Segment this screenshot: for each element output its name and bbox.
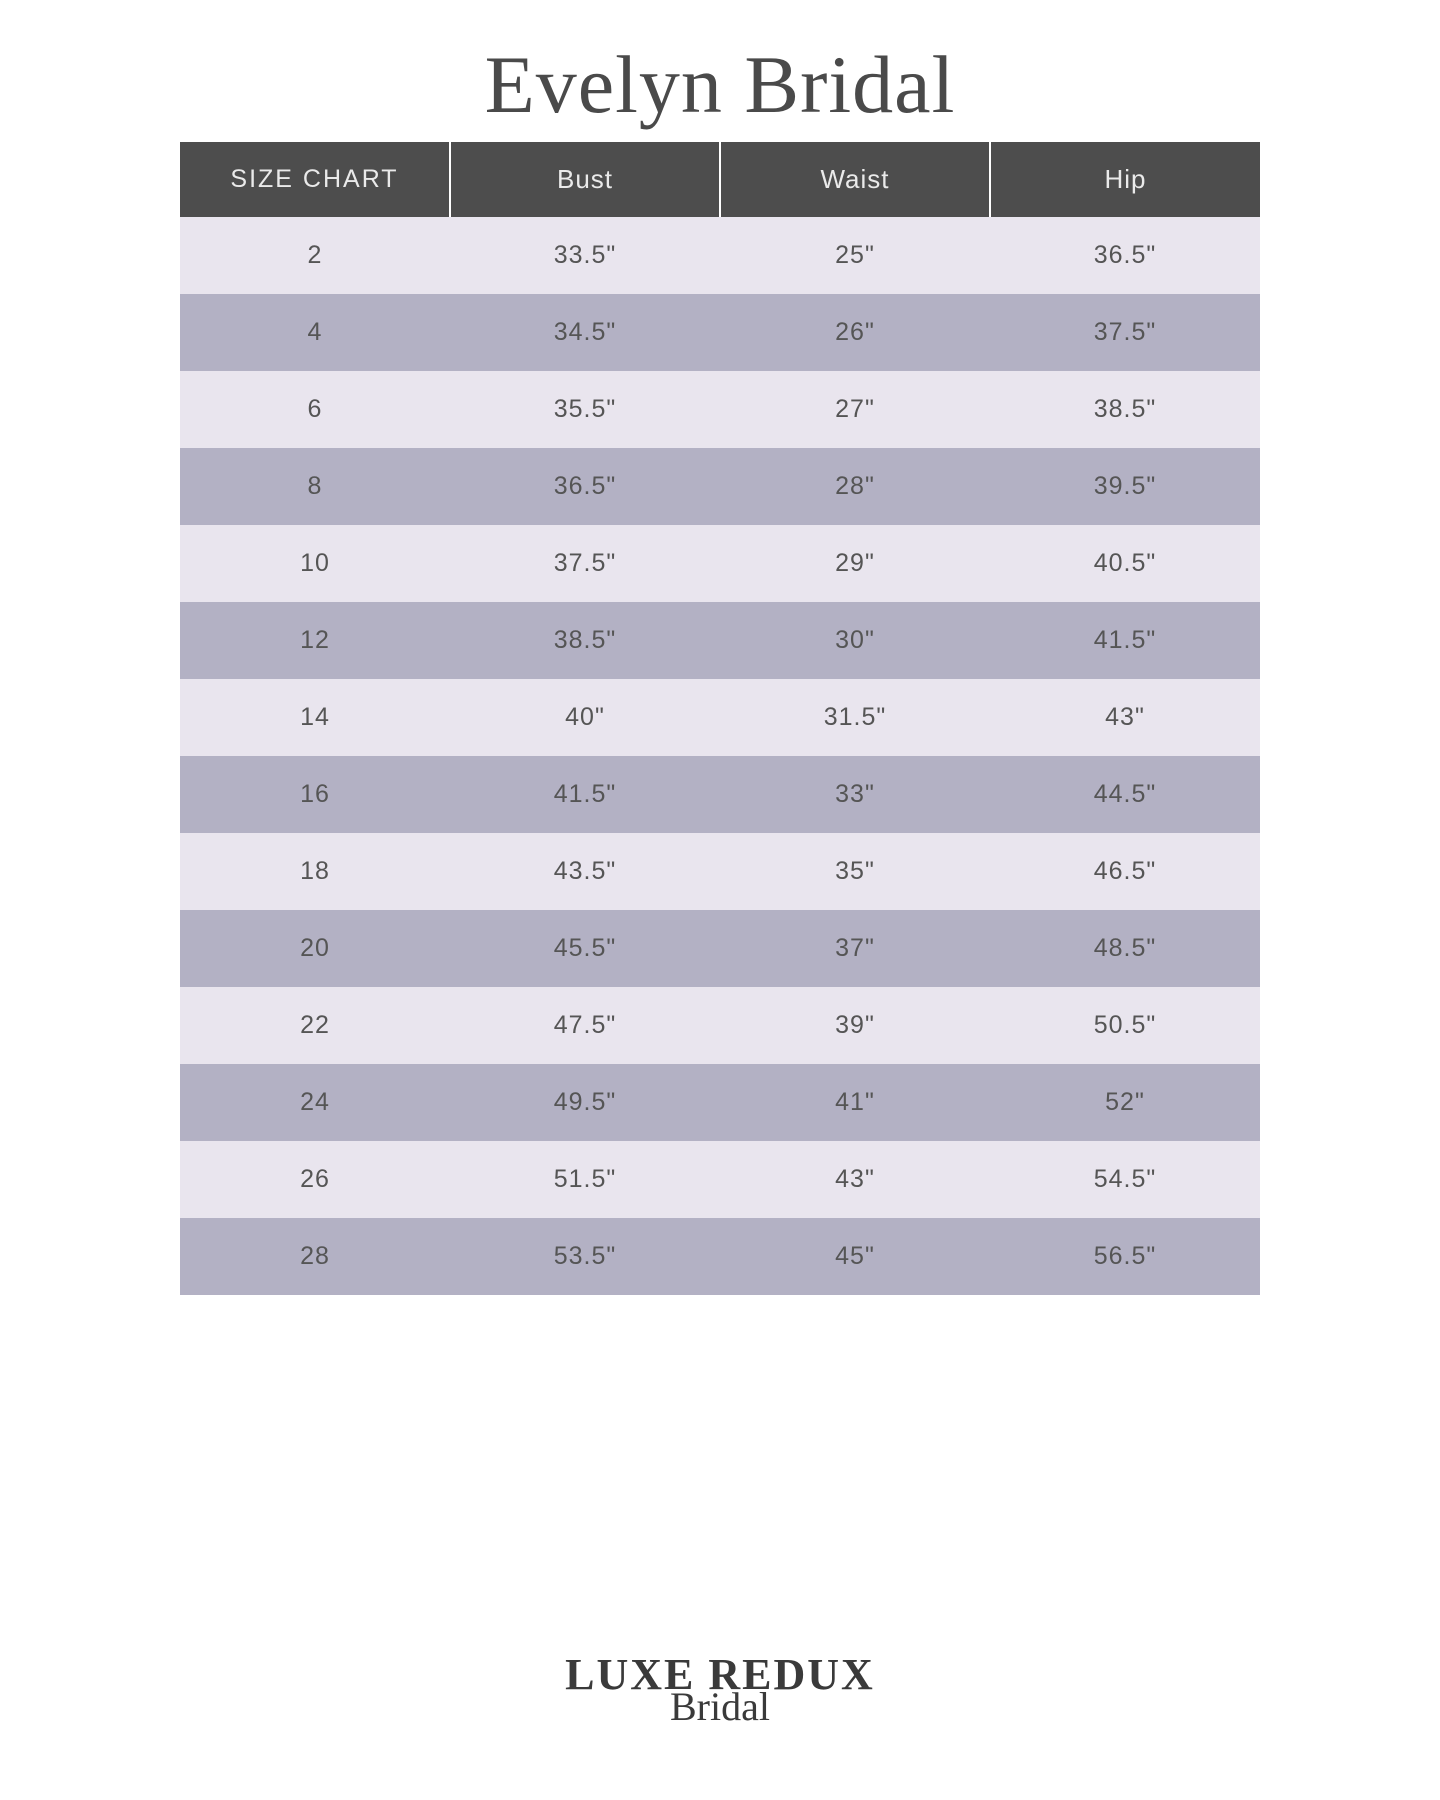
table-cell: 10 <box>180 525 450 602</box>
table-row: 434.5"26"37.5" <box>180 294 1260 371</box>
table-row: 1843.5"35"46.5" <box>180 833 1260 910</box>
table-cell: 43" <box>720 1141 990 1218</box>
table-cell: 56.5" <box>990 1218 1260 1295</box>
table-cell: 31.5" <box>720 679 990 756</box>
col-size: SIZE CHART <box>180 142 450 217</box>
table-header-row: SIZE CHART Bust Waist Hip <box>180 142 1260 217</box>
table-cell: 22 <box>180 987 450 1064</box>
table-cell: 38.5" <box>450 602 720 679</box>
table-row: 2853.5"45"56.5" <box>180 1218 1260 1295</box>
table-cell: 25" <box>720 217 990 294</box>
table-cell: 24 <box>180 1064 450 1141</box>
table-cell: 54.5" <box>990 1141 1260 1218</box>
table-row: 635.5"27"38.5" <box>180 371 1260 448</box>
table-cell: 6 <box>180 371 450 448</box>
table-row: 1440"31.5"43" <box>180 679 1260 756</box>
col-bust: Bust <box>450 142 720 217</box>
table-cell: 35.5" <box>450 371 720 448</box>
table-cell: 2 <box>180 217 450 294</box>
table-row: 2247.5"39"50.5" <box>180 987 1260 1064</box>
table-cell: 27" <box>720 371 990 448</box>
footer-script-text: Bridal <box>0 1683 1440 1730</box>
table-cell: 40" <box>450 679 720 756</box>
page-title: Evelyn Bridal <box>0 0 1440 142</box>
table-cell: 44.5" <box>990 756 1260 833</box>
table-cell: 51.5" <box>450 1141 720 1218</box>
table-cell: 49.5" <box>450 1064 720 1141</box>
table-cell: 39.5" <box>990 448 1260 525</box>
table-cell: 26" <box>720 294 990 371</box>
table-cell: 36.5" <box>990 217 1260 294</box>
table-cell: 41.5" <box>450 756 720 833</box>
table-cell: 33" <box>720 756 990 833</box>
table-row: 2045.5"37"48.5" <box>180 910 1260 987</box>
footer-logo: LUXE REDUX Bridal <box>0 1653 1440 1730</box>
table-cell: 28" <box>720 448 990 525</box>
table-cell: 37" <box>720 910 990 987</box>
table-cell: 28 <box>180 1218 450 1295</box>
table-row: 2651.5"43"54.5" <box>180 1141 1260 1218</box>
table-cell: 45" <box>720 1218 990 1295</box>
table-cell: 40.5" <box>990 525 1260 602</box>
table-row: 1238.5"30"41.5" <box>180 602 1260 679</box>
table-cell: 50.5" <box>990 987 1260 1064</box>
table-cell: 18 <box>180 833 450 910</box>
table-cell: 16 <box>180 756 450 833</box>
table-row: 1037.5"29"40.5" <box>180 525 1260 602</box>
table-cell: 30" <box>720 602 990 679</box>
table-cell: 12 <box>180 602 450 679</box>
table-cell: 36.5" <box>450 448 720 525</box>
table-cell: 45.5" <box>450 910 720 987</box>
size-chart-table: SIZE CHART Bust Waist Hip 233.5"25"36.5"… <box>180 142 1260 1295</box>
table-cell: 29" <box>720 525 990 602</box>
table-cell: 4 <box>180 294 450 371</box>
table-cell: 53.5" <box>450 1218 720 1295</box>
table-row: 836.5"28"39.5" <box>180 448 1260 525</box>
table-cell: 37.5" <box>450 525 720 602</box>
table-cell: 34.5" <box>450 294 720 371</box>
table-cell: 52" <box>990 1064 1260 1141</box>
table-cell: 47.5" <box>450 987 720 1064</box>
table-cell: 48.5" <box>990 910 1260 987</box>
table-cell: 38.5" <box>990 371 1260 448</box>
table-cell: 26 <box>180 1141 450 1218</box>
table-row: 233.5"25"36.5" <box>180 217 1260 294</box>
table-cell: 35" <box>720 833 990 910</box>
table-cell: 8 <box>180 448 450 525</box>
table-cell: 46.5" <box>990 833 1260 910</box>
col-hip: Hip <box>990 142 1260 217</box>
table-cell: 41.5" <box>990 602 1260 679</box>
table-cell: 33.5" <box>450 217 720 294</box>
table-cell: 14 <box>180 679 450 756</box>
table-row: 2449.5"41"52" <box>180 1064 1260 1141</box>
table-cell: 43.5" <box>450 833 720 910</box>
table-cell: 20 <box>180 910 450 987</box>
col-waist: Waist <box>720 142 990 217</box>
table-cell: 43" <box>990 679 1260 756</box>
table-cell: 37.5" <box>990 294 1260 371</box>
table-row: 1641.5"33"44.5" <box>180 756 1260 833</box>
table-cell: 41" <box>720 1064 990 1141</box>
table-cell: 39" <box>720 987 990 1064</box>
